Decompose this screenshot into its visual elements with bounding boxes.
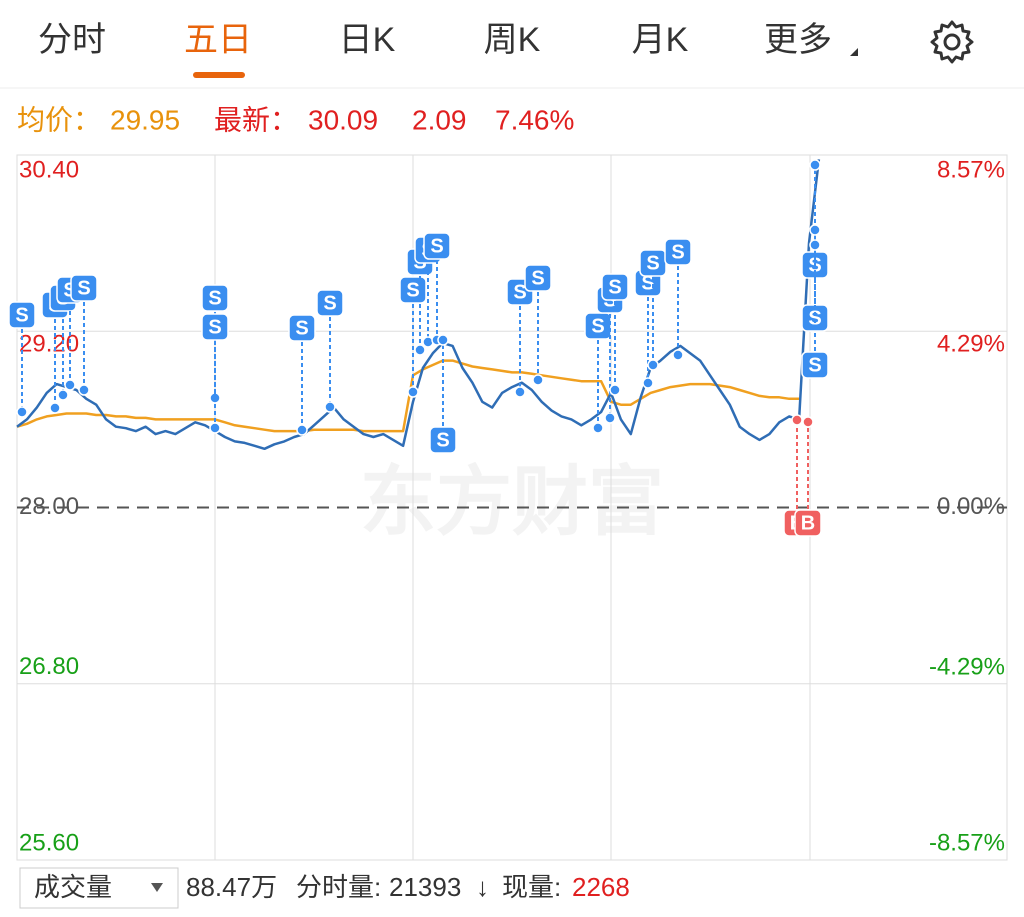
signal-label: S: [430, 235, 443, 257]
signal-dot: [791, 414, 803, 426]
signal-dot: [57, 389, 69, 401]
signal-label: S: [608, 276, 621, 298]
signal-label: S: [808, 354, 821, 376]
y2-tick-label: -4.29%: [929, 653, 1005, 680]
signal-label: S: [406, 279, 419, 301]
signal-label: B: [801, 512, 815, 534]
signal-icon: [423, 232, 451, 260]
y2-tick-label: 4.29%: [937, 330, 1005, 357]
tab[interactable]: 分时: [38, 21, 106, 59]
volume-selector[interactable]: [19, 867, 179, 909]
signal-icon: [316, 289, 344, 317]
signal-dot: [647, 359, 659, 371]
series-line: [16, 159, 821, 451]
signal-icon: [601, 273, 629, 301]
footer: 成交量 88.47万 分时量: 21393 ↓ 现量: 2268: [19, 867, 630, 909]
watermark: 东方财富: [360, 460, 664, 545]
change-pct: 7.46%: [495, 104, 574, 135]
signal-label: S: [436, 429, 449, 451]
signal-dot: [437, 334, 449, 346]
signal-dot: [64, 379, 76, 391]
signal-icon: [794, 509, 822, 537]
current-volume: 2268: [572, 872, 630, 902]
signal-dot: [78, 384, 90, 396]
signal-icon: [664, 238, 692, 266]
signal-label: S: [77, 277, 90, 299]
y-tick-label: 30.40: [19, 156, 79, 183]
signal-dot: [209, 422, 221, 434]
dropdown-icon: [850, 48, 858, 56]
current-label: 现量:: [502, 872, 561, 902]
selector-arrow: [151, 883, 163, 892]
signal-icon: [584, 312, 612, 340]
signal-icon: [429, 426, 457, 454]
signal-dot: [16, 406, 28, 418]
avg-label: 均价：: [17, 104, 101, 135]
arrow: ↓: [476, 872, 489, 902]
tab-active[interactable]: 五日: [184, 21, 252, 59]
tab-bar: 分时 五日 日K 周K 月K 更多: [38, 20, 974, 78]
y-tick-label: 28.00: [19, 493, 79, 520]
signal-label: S: [208, 316, 221, 338]
signal-label: S: [646, 252, 659, 274]
signal-dot: [324, 401, 336, 413]
volume: 88.47万: [186, 872, 277, 902]
change: 2.09: [412, 104, 467, 135]
signal-label: S: [208, 287, 221, 309]
signal-dot: [514, 386, 526, 398]
signal-dot: [407, 386, 419, 398]
signal-icon: [201, 313, 229, 341]
signal-label: S: [295, 317, 308, 339]
y2-tick-label: 8.57%: [937, 156, 1005, 183]
signal-dot: [672, 349, 684, 361]
signal-icon: [288, 314, 316, 342]
signal-dot: [809, 159, 821, 171]
signal-dot: [414, 344, 426, 356]
signal-dot: [532, 374, 544, 386]
y2-tick-label: -8.57%: [929, 829, 1005, 856]
tab[interactable]: 周K: [484, 21, 541, 59]
signal-dot: [604, 412, 616, 424]
signal-dot: [49, 402, 61, 414]
tab[interactable]: 更多: [764, 21, 832, 59]
selector-label[interactable]: 成交量: [34, 872, 112, 902]
y2-tick-label: 0.00%: [937, 493, 1005, 520]
y-tick-label: 25.60: [19, 829, 79, 856]
signal-icon: [801, 351, 829, 379]
signal-dot: [592, 422, 604, 434]
signal-dot: [642, 377, 654, 389]
last-label: 最新：: [214, 104, 298, 135]
tab[interactable]: 月K: [632, 21, 689, 59]
signal-label: S: [323, 292, 336, 314]
last-price: 30.09: [308, 104, 378, 135]
signal-icon: [524, 264, 552, 292]
avg-price: 29.95: [110, 104, 180, 135]
signal-label: S: [531, 267, 544, 289]
chart: 东方财富 30.4029.2028.0026.8025.608.57%4.29%…: [8, 154, 1008, 861]
minute-label: 分时量:: [296, 872, 381, 902]
signal-icon: [70, 274, 98, 302]
series-line: [16, 359, 800, 433]
tab-underline: [193, 72, 245, 78]
signal-label: S: [513, 281, 526, 303]
signal-dot: [809, 239, 821, 251]
signal-dot: [809, 224, 821, 236]
info-bar: 均价： 29.95 最新： 30.09 2.09 7.46%: [17, 104, 574, 135]
signal-dot: [296, 424, 308, 436]
signal-label: S: [641, 272, 654, 294]
signal-dot: [802, 416, 814, 428]
signal-label: S: [15, 304, 28, 326]
signal-label: S: [808, 307, 821, 329]
tab[interactable]: 日K: [339, 21, 396, 59]
signal-dot: [609, 384, 621, 396]
signal-label: S: [671, 241, 684, 263]
settings-icon[interactable]: [930, 20, 974, 64]
y-tick-label: 26.80: [19, 653, 79, 680]
minute-volume: 21393: [389, 872, 461, 902]
signal-icon: [8, 301, 36, 329]
signal-icon: [201, 284, 229, 312]
signal-label: S: [591, 315, 604, 337]
